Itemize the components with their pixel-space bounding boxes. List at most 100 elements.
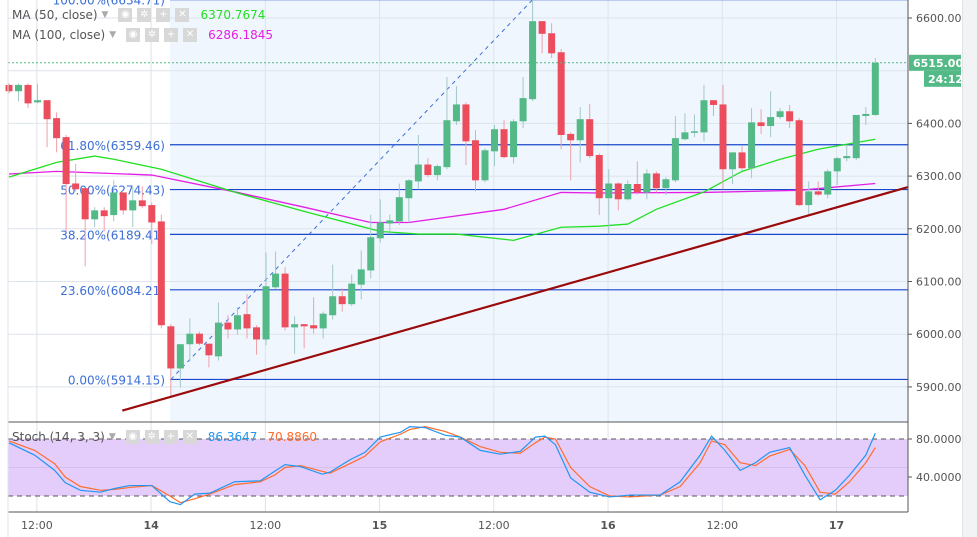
chevron-down-icon[interactable]: ▼ xyxy=(101,10,109,20)
ma50-line xyxy=(8,138,876,242)
gear-icon[interactable]: ✲ xyxy=(144,430,159,444)
chevron-down-icon[interactable]: ▼ xyxy=(109,30,117,40)
candle-body xyxy=(805,191,813,206)
candle-body xyxy=(262,286,270,340)
candle-body xyxy=(443,120,451,168)
candle xyxy=(462,102,470,166)
candle xyxy=(5,83,13,94)
candle xyxy=(652,171,660,193)
candle xyxy=(529,0,537,102)
candle-body xyxy=(662,179,670,189)
candle-body xyxy=(205,343,213,356)
gear-icon[interactable]: ✲ xyxy=(145,28,160,42)
candle xyxy=(138,186,146,209)
fib-level-label: 100.00%(6634.71) xyxy=(53,0,165,8)
candle-body xyxy=(824,171,832,195)
candle-body xyxy=(24,84,32,104)
stoch-d-value: 70.8860 xyxy=(267,430,318,444)
candle-body xyxy=(110,192,118,216)
candle xyxy=(91,207,99,228)
gear-icon[interactable]: ✲ xyxy=(137,8,152,22)
candle xyxy=(376,199,384,243)
candle xyxy=(214,302,222,361)
candle xyxy=(357,250,365,300)
candle xyxy=(53,112,61,153)
candle-body xyxy=(624,184,632,200)
plus-icon[interactable]: + xyxy=(156,8,171,22)
candle-body xyxy=(652,173,660,189)
candle-body xyxy=(538,21,546,34)
candle xyxy=(233,307,241,335)
candle-body xyxy=(681,132,689,140)
candle-body xyxy=(43,100,51,120)
candle-body xyxy=(700,100,708,133)
price-tick-label: 5900.00 xyxy=(916,381,962,394)
candle-body xyxy=(452,104,460,122)
candle xyxy=(338,288,346,312)
candle xyxy=(272,251,280,290)
candle-body xyxy=(100,210,108,217)
candle xyxy=(414,134,422,190)
candle-body xyxy=(186,333,194,345)
candle xyxy=(767,91,775,138)
eye-icon[interactable]: ◉ xyxy=(118,8,133,22)
plus-icon[interactable]: + xyxy=(163,430,178,444)
candle xyxy=(224,315,232,339)
candle-body xyxy=(272,273,280,288)
support-trendline xyxy=(121,186,908,412)
candle-body xyxy=(214,322,222,357)
time-tick-label: 12:00 xyxy=(21,519,53,532)
candle-body xyxy=(738,152,746,169)
chevron-down-icon[interactable]: ▼ xyxy=(108,432,116,442)
candle-body xyxy=(281,273,289,328)
candle xyxy=(433,164,441,181)
eye-icon[interactable]: ◉ xyxy=(126,28,141,42)
plus-icon[interactable]: + xyxy=(164,28,179,42)
candle xyxy=(34,83,42,104)
candle-body xyxy=(243,314,251,329)
candle-body xyxy=(605,183,613,199)
candle xyxy=(776,108,784,120)
candle-body xyxy=(319,313,327,329)
candle-body xyxy=(405,180,413,199)
candle xyxy=(662,177,670,196)
ma50-value: 6370.7674 xyxy=(200,8,266,22)
candle xyxy=(624,180,632,201)
right-scrollbar[interactable] xyxy=(962,0,977,537)
eye-icon[interactable]: ◉ xyxy=(125,430,140,444)
candle-body xyxy=(148,205,156,223)
candle-body xyxy=(338,296,346,305)
stoch-k-line xyxy=(8,426,876,506)
time-tick-label: 12:00 xyxy=(249,519,281,532)
stoch-legend[interactable]: Stoch (14, 3, 3) ▼ ◉ ✲ + ✕ 86.3647 70.8860 xyxy=(12,430,317,444)
candle xyxy=(795,118,803,207)
stoch-tick-label: 40.0000 xyxy=(916,471,962,484)
candle xyxy=(843,145,851,162)
ma100-legend[interactable]: MA (100, close) ▼ ◉ ✲ + ✕ 6286.1845 xyxy=(12,28,273,42)
close-icon[interactable]: ✕ xyxy=(183,28,198,42)
candle-body xyxy=(529,21,537,100)
candle-body xyxy=(414,164,422,182)
fib-level-label: 23.60%(6084.21) xyxy=(60,284,165,298)
close-icon[interactable]: ✕ xyxy=(182,430,197,444)
candle-body xyxy=(195,333,203,344)
candle-body xyxy=(776,111,784,118)
candle xyxy=(538,21,546,54)
candle-body xyxy=(852,114,860,159)
price-tick-label: 6100.00 xyxy=(916,276,962,289)
candle xyxy=(824,169,832,199)
candle xyxy=(329,264,337,320)
candle xyxy=(243,294,251,339)
close-icon[interactable]: ✕ xyxy=(175,8,190,22)
candle xyxy=(148,202,156,245)
ma50-legend[interactable]: MA (50, close) ▼ ◉ ✲ + ✕ 6370.7674 xyxy=(12,8,265,22)
candle xyxy=(186,318,194,362)
candle-body xyxy=(729,152,737,170)
candle xyxy=(310,297,318,334)
countdown-label: 24:12 xyxy=(928,73,963,86)
candle-body xyxy=(433,166,441,176)
candle xyxy=(300,324,308,349)
candle xyxy=(852,114,860,161)
candle xyxy=(395,183,403,226)
